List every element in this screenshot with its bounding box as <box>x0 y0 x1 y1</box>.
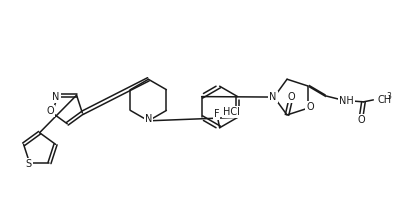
Text: HCl: HCl <box>222 107 239 117</box>
Text: O: O <box>306 102 314 112</box>
Text: NH: NH <box>339 96 354 106</box>
Text: F: F <box>214 109 219 119</box>
Text: N: N <box>145 114 152 124</box>
Text: S: S <box>26 159 32 169</box>
Text: O: O <box>46 106 54 116</box>
Text: O: O <box>358 115 365 125</box>
Text: N: N <box>269 92 277 102</box>
Polygon shape <box>309 85 326 97</box>
Text: O: O <box>287 92 295 102</box>
Text: 3: 3 <box>386 92 391 101</box>
Text: CH: CH <box>377 95 391 105</box>
Text: N: N <box>52 92 60 102</box>
